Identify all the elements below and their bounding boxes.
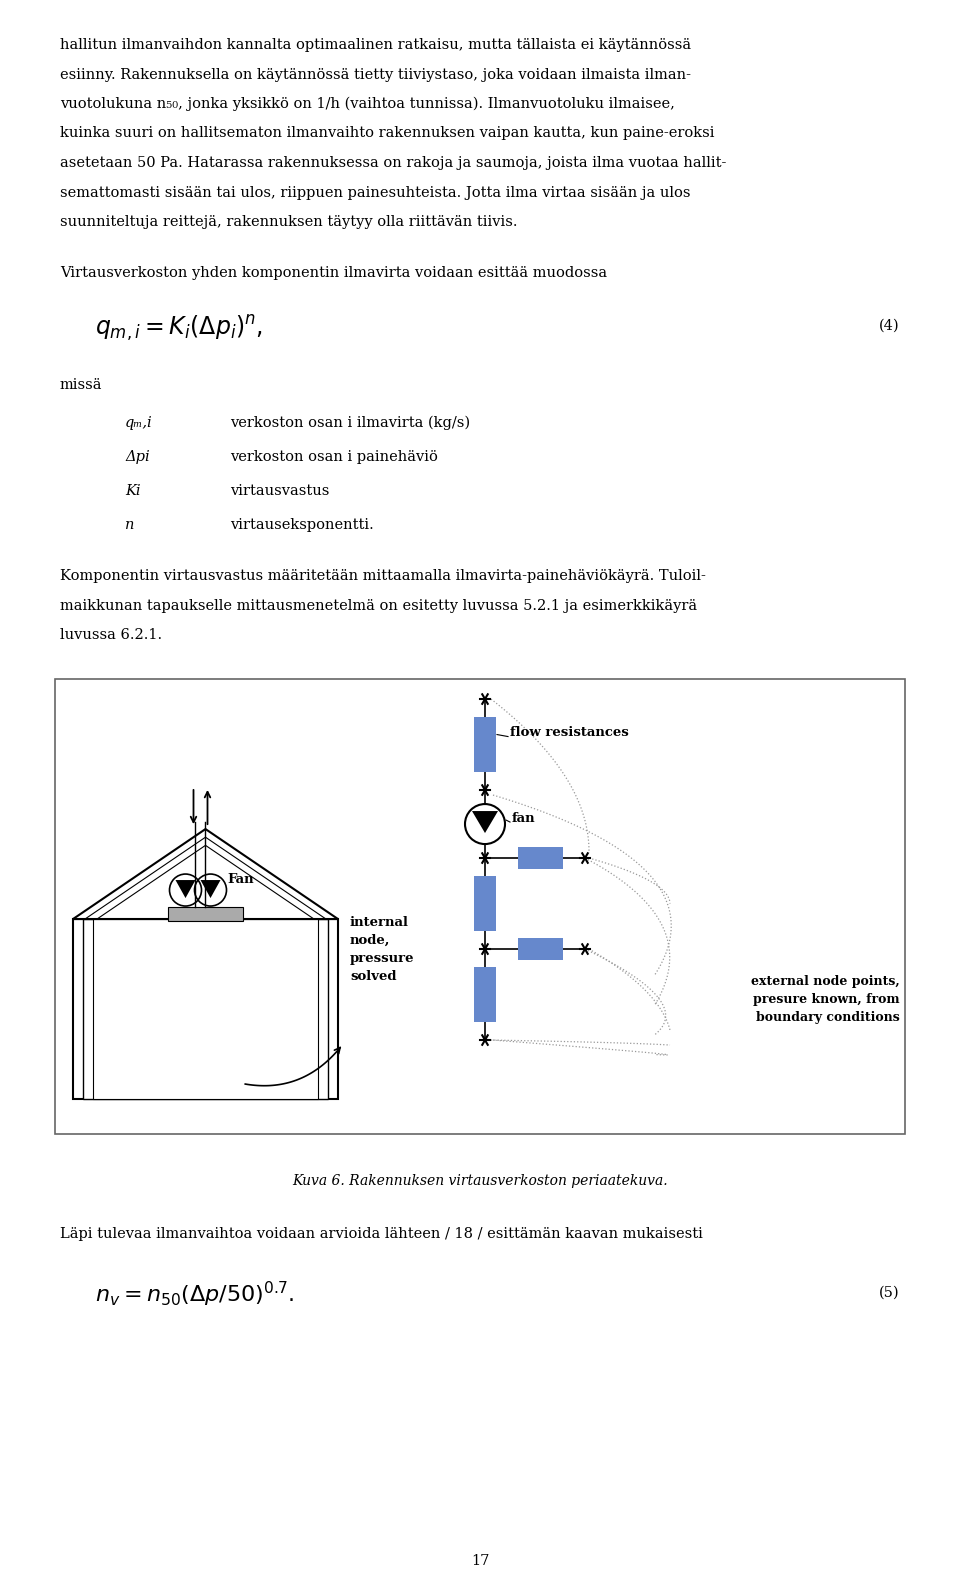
- Bar: [474, 717, 496, 772]
- Text: luvussa 6.2.1.: luvussa 6.2.1.: [60, 629, 162, 642]
- Text: n: n: [125, 517, 134, 531]
- Text: Läpi tulevaa ilmanvaihtoa voidaan arvioida lähteen / 18 / esittämän kaavan mukai: Läpi tulevaa ilmanvaihtoa voidaan arvioi…: [60, 1227, 703, 1242]
- Text: missä: missä: [60, 378, 103, 391]
- Bar: [517, 847, 563, 870]
- Text: suunniteltuja reittejä, rakennuksen täytyy olla riittävän tiivis.: suunniteltuja reittejä, rakennuksen täyt…: [60, 215, 517, 228]
- Text: virtausvastus: virtausvastus: [230, 484, 329, 498]
- Text: semattomasti sisään tai ulos, riippuen painesuhteista. Jotta ilma virtaa sisään : semattomasti sisään tai ulos, riippuen p…: [60, 185, 690, 200]
- Text: external node points,
presure known, from
boundary conditions: external node points, presure known, fro…: [752, 975, 900, 1025]
- Bar: [474, 876, 496, 930]
- Bar: [517, 938, 563, 961]
- Text: $q_{m,i} = K_i\left(\Delta p_i\right)^n,$: $q_{m,i} = K_i\left(\Delta p_i\right)^n,…: [95, 313, 263, 343]
- Bar: [73, 919, 338, 1100]
- Text: internal
node,
pressure
solved: internal node, pressure solved: [350, 916, 415, 983]
- Polygon shape: [176, 879, 196, 899]
- Text: Virtausverkoston yhden komponentin ilmavirta voidaan esittää muodossa: Virtausverkoston yhden komponentin ilmav…: [60, 267, 607, 281]
- Text: flow resistances: flow resistances: [510, 726, 629, 739]
- Circle shape: [465, 804, 505, 844]
- Text: (5): (5): [879, 1285, 900, 1299]
- Text: vuotolukuna n₅₀, jonka yksikkö on 1/h (vaihtoa tunnissa). Ilmanvuotoluku ilmaise: vuotolukuna n₅₀, jonka yksikkö on 1/h (v…: [60, 97, 675, 112]
- Text: esiinny. Rakennuksella on käytännössä tietty tiiviystaso, joka voidaan ilmaista : esiinny. Rakennuksella on käytännössä ti…: [60, 67, 691, 81]
- Bar: [93, 919, 318, 1100]
- Text: Fan: Fan: [228, 873, 254, 886]
- Text: verkoston osan i painehäviö: verkoston osan i painehäviö: [230, 450, 438, 464]
- Polygon shape: [472, 811, 498, 833]
- Text: Komponentin virtausvastus määritetään mittaamalla ilmavirta-painehäviökäyrä. Tul: Komponentin virtausvastus määritetään mi…: [60, 570, 706, 584]
- Bar: [83, 919, 328, 1100]
- Text: qₘ,i: qₘ,i: [125, 417, 153, 429]
- Text: (4): (4): [879, 319, 900, 332]
- Text: verkoston osan i ilmavirta (kg/s): verkoston osan i ilmavirta (kg/s): [230, 417, 470, 431]
- Text: Kuva 6. Rakennuksen virtausverkoston periaatekuva.: Kuva 6. Rakennuksen virtausverkoston per…: [292, 1175, 668, 1187]
- Text: Δpi: Δpi: [125, 450, 150, 464]
- Text: Ki: Ki: [125, 484, 140, 498]
- Bar: [474, 967, 496, 1021]
- Text: hallitun ilmanvaihdon kannalta optimaalinen ratkaisu, mutta tällaista ei käytänn: hallitun ilmanvaihdon kannalta optimaali…: [60, 38, 691, 53]
- Text: 17: 17: [470, 1555, 490, 1567]
- Text: virtauseksponentti.: virtauseksponentti.: [230, 517, 373, 531]
- Polygon shape: [201, 879, 221, 899]
- Bar: [168, 907, 243, 921]
- Bar: [55, 678, 905, 1135]
- Text: kuinka suuri on hallitsematon ilmanvaihto rakennuksen vaipan kautta, kun paine-e: kuinka suuri on hallitsematon ilmanvaiht…: [60, 126, 714, 140]
- Text: $n_v = n_{50}\left(\Delta p/50\right)^{0.7}.$: $n_v = n_{50}\left(\Delta p/50\right)^{0…: [95, 1280, 295, 1309]
- Text: asetetaan 50 Pa. Hatarassa rakennuksessa on rakoja ja saumoja, joista ilma vuota: asetetaan 50 Pa. Hatarassa rakennuksessa…: [60, 156, 727, 171]
- Text: maikkunan tapaukselle mittausmenetelmä on esitetty luvussa 5.2.1 ja esimerkkikäy: maikkunan tapaukselle mittausmenetelmä o…: [60, 598, 697, 613]
- Text: fan: fan: [512, 811, 536, 825]
